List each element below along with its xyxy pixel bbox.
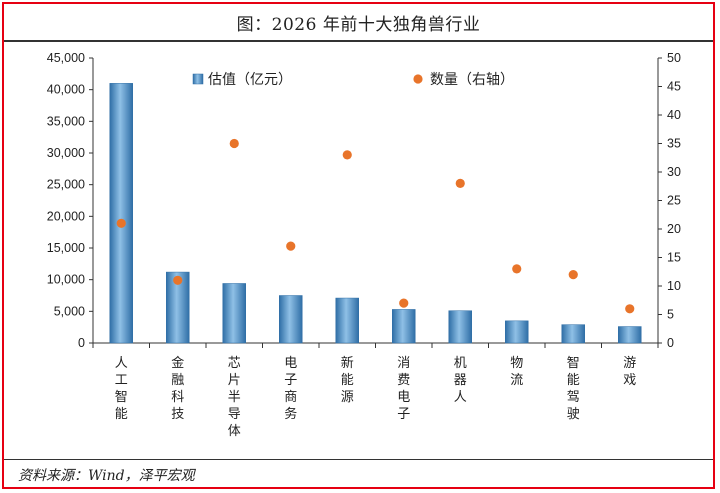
category-label-char: 商 [284, 390, 297, 405]
scatter-point [116, 218, 126, 228]
legend-bar-label: 估值（亿元） [208, 72, 292, 88]
scatter-point [399, 298, 409, 308]
right-tick-label: 0 [667, 336, 674, 350]
category-label-char: 人 [454, 390, 467, 405]
left-tick-label: 40,000 [47, 83, 85, 97]
category-label-char: 芯 [228, 356, 241, 371]
source-note: 资料来源：Wind，泽平宏观 [18, 468, 195, 484]
right-tick-label: 10 [667, 279, 681, 293]
category-label-char: 流 [510, 373, 523, 388]
bar [109, 83, 133, 344]
category-label-char: 人 [115, 356, 128, 371]
legend: 估值（亿元） 数量（右轴） [192, 72, 514, 88]
bar [448, 310, 472, 344]
scatter-point [173, 275, 183, 285]
right-tick-label: 40 [667, 108, 681, 122]
bars [109, 83, 642, 344]
chart-title: 图：2026 年前十大独角兽行业 [236, 14, 481, 35]
right-tick-label: 25 [667, 194, 681, 208]
bar [166, 271, 190, 344]
category-label-char: 物 [510, 356, 523, 371]
category-label-char: 消 [397, 356, 410, 371]
category-label-char: 金 [171, 355, 184, 371]
category-label-char: 新 [341, 355, 354, 371]
left-tick-label: 35,000 [47, 114, 85, 128]
right-tick-label: 50 [667, 51, 681, 65]
category-label-char: 片 [228, 373, 241, 388]
left-tick-label: 30,000 [47, 146, 85, 160]
legend-bar-swatch [192, 73, 204, 85]
category-label-char: 融 [171, 373, 184, 388]
category-label-char: 智 [567, 356, 580, 371]
bar [279, 295, 303, 344]
bar [392, 309, 416, 344]
category-label-char: 科 [171, 390, 184, 405]
category-label-char: 戏 [623, 373, 636, 388]
category-label-char: 子 [397, 407, 410, 422]
category-label-char: 能 [341, 373, 354, 388]
category-label-char: 技 [171, 407, 184, 422]
bar [561, 324, 585, 344]
left-tick-label: 5,000 [54, 304, 85, 318]
category-label-char: 驾 [567, 390, 580, 405]
bar [335, 297, 359, 344]
title-bar: 图：2026 年前十大独角兽行业 [4, 4, 713, 42]
scatter-point [625, 304, 635, 314]
right-tick-label: 35 [667, 137, 681, 151]
category-label-char: 费 [397, 373, 410, 388]
bar [505, 320, 529, 344]
category-label-char: 机 [454, 356, 467, 371]
category-label-char: 智 [115, 390, 128, 405]
category-label-char: 导 [228, 407, 241, 422]
category-label-char: 电 [284, 356, 297, 371]
scatter-point [229, 138, 239, 149]
right-tick-label: 5 [667, 308, 674, 322]
legend-dot-label: 数量（右轴） [430, 72, 514, 88]
category-label-char: 半 [228, 390, 241, 405]
category-label-char: 游 [623, 356, 636, 371]
right-tick-label: 45 [667, 80, 681, 94]
legend-dot-swatch [413, 74, 423, 84]
scatter-point [286, 241, 296, 251]
category-label-char: 电 [397, 390, 410, 405]
right-tick-label: 30 [667, 165, 681, 179]
footer-divider [4, 459, 713, 460]
bar [618, 326, 642, 344]
category-label-char: 驶 [567, 407, 580, 422]
left-tick-label: 25,000 [47, 178, 85, 192]
left-tick-label: 45,000 [47, 51, 85, 65]
category-label-char: 源 [341, 390, 354, 405]
labels: 0 5,000 10,000 15,000 20,000 25,000 30,000 35,0… [47, 51, 681, 439]
dots [116, 138, 635, 314]
category-label-char: 体 [228, 424, 241, 439]
category-label-char: 能 [115, 407, 128, 422]
scatter-point [512, 264, 522, 274]
left-tick-label: 20,000 [47, 209, 85, 223]
left-tick-label: 0 [78, 336, 85, 350]
right-tick-label: 20 [667, 222, 681, 236]
scatter-point [455, 178, 465, 188]
scatter-point [342, 150, 352, 160]
left-tick-label: 10,000 [47, 273, 85, 287]
right-tick-label: 15 [667, 251, 681, 265]
category-label-char: 能 [567, 373, 580, 388]
category-label-char: 器 [454, 373, 467, 388]
scatter-point [568, 270, 578, 280]
category-label-char: 务 [284, 406, 297, 422]
bar [222, 283, 246, 344]
category-label-char: 子 [284, 373, 297, 388]
left-tick-label: 15,000 [47, 241, 85, 255]
category-label-char: 工 [115, 373, 128, 388]
